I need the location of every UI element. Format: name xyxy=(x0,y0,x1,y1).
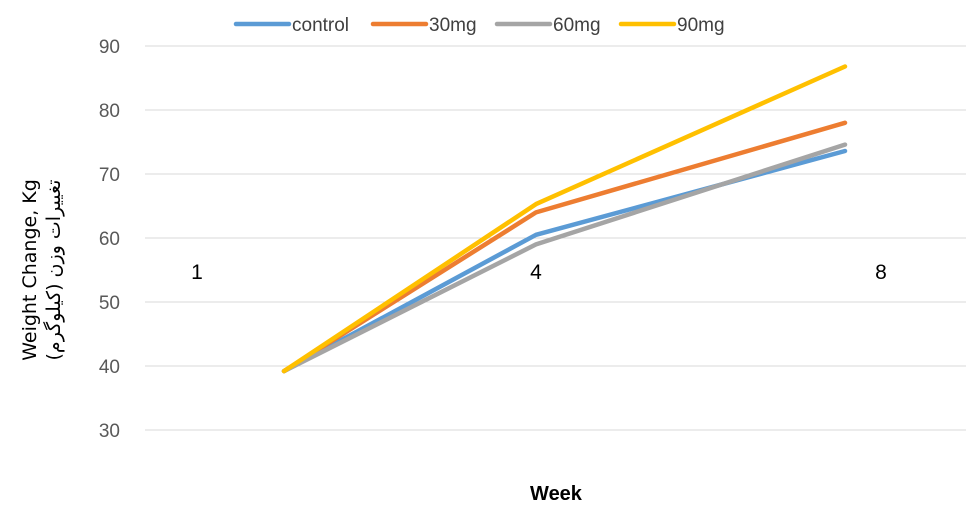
gridlines xyxy=(145,45,966,431)
legend-label-60mg: 60mg xyxy=(553,15,601,36)
series-line-control xyxy=(281,148,848,374)
x-axis-title: Week xyxy=(530,483,583,505)
legend-label-90mg: 90mg xyxy=(677,15,725,36)
y-tick-label: 90 xyxy=(99,37,120,58)
y-tick-label: 30 xyxy=(99,421,120,442)
series-line-60mg xyxy=(281,142,848,374)
series-line-30mg xyxy=(281,120,848,374)
series-line-90mg xyxy=(281,64,848,374)
series-lines xyxy=(281,64,848,374)
x-category-label: 4 xyxy=(530,261,542,284)
x-category-label: 1 xyxy=(191,261,203,284)
y-tick-label: 60 xyxy=(99,229,120,250)
legend-label-control: control xyxy=(292,15,349,36)
y-tick-label: 40 xyxy=(99,357,120,378)
y-tick-label: 70 xyxy=(99,165,120,186)
legend-label-30mg: 30mg xyxy=(429,15,477,36)
y-tick-label: 80 xyxy=(99,101,120,122)
x-category-label: 8 xyxy=(875,261,887,284)
category-labels: 1 4 8 xyxy=(191,261,887,284)
legend: control 30mg 60mg 90mg xyxy=(233,15,725,36)
y-tick-label: 50 xyxy=(99,293,120,314)
y-axis-title: Weight Change, Kg xyxy=(19,179,41,361)
y-axis-ticks: 30 40 50 60 70 80 90 xyxy=(99,37,120,442)
y-axis-title-persian: تغییرات وزن (کیلوگرم) xyxy=(42,180,65,361)
